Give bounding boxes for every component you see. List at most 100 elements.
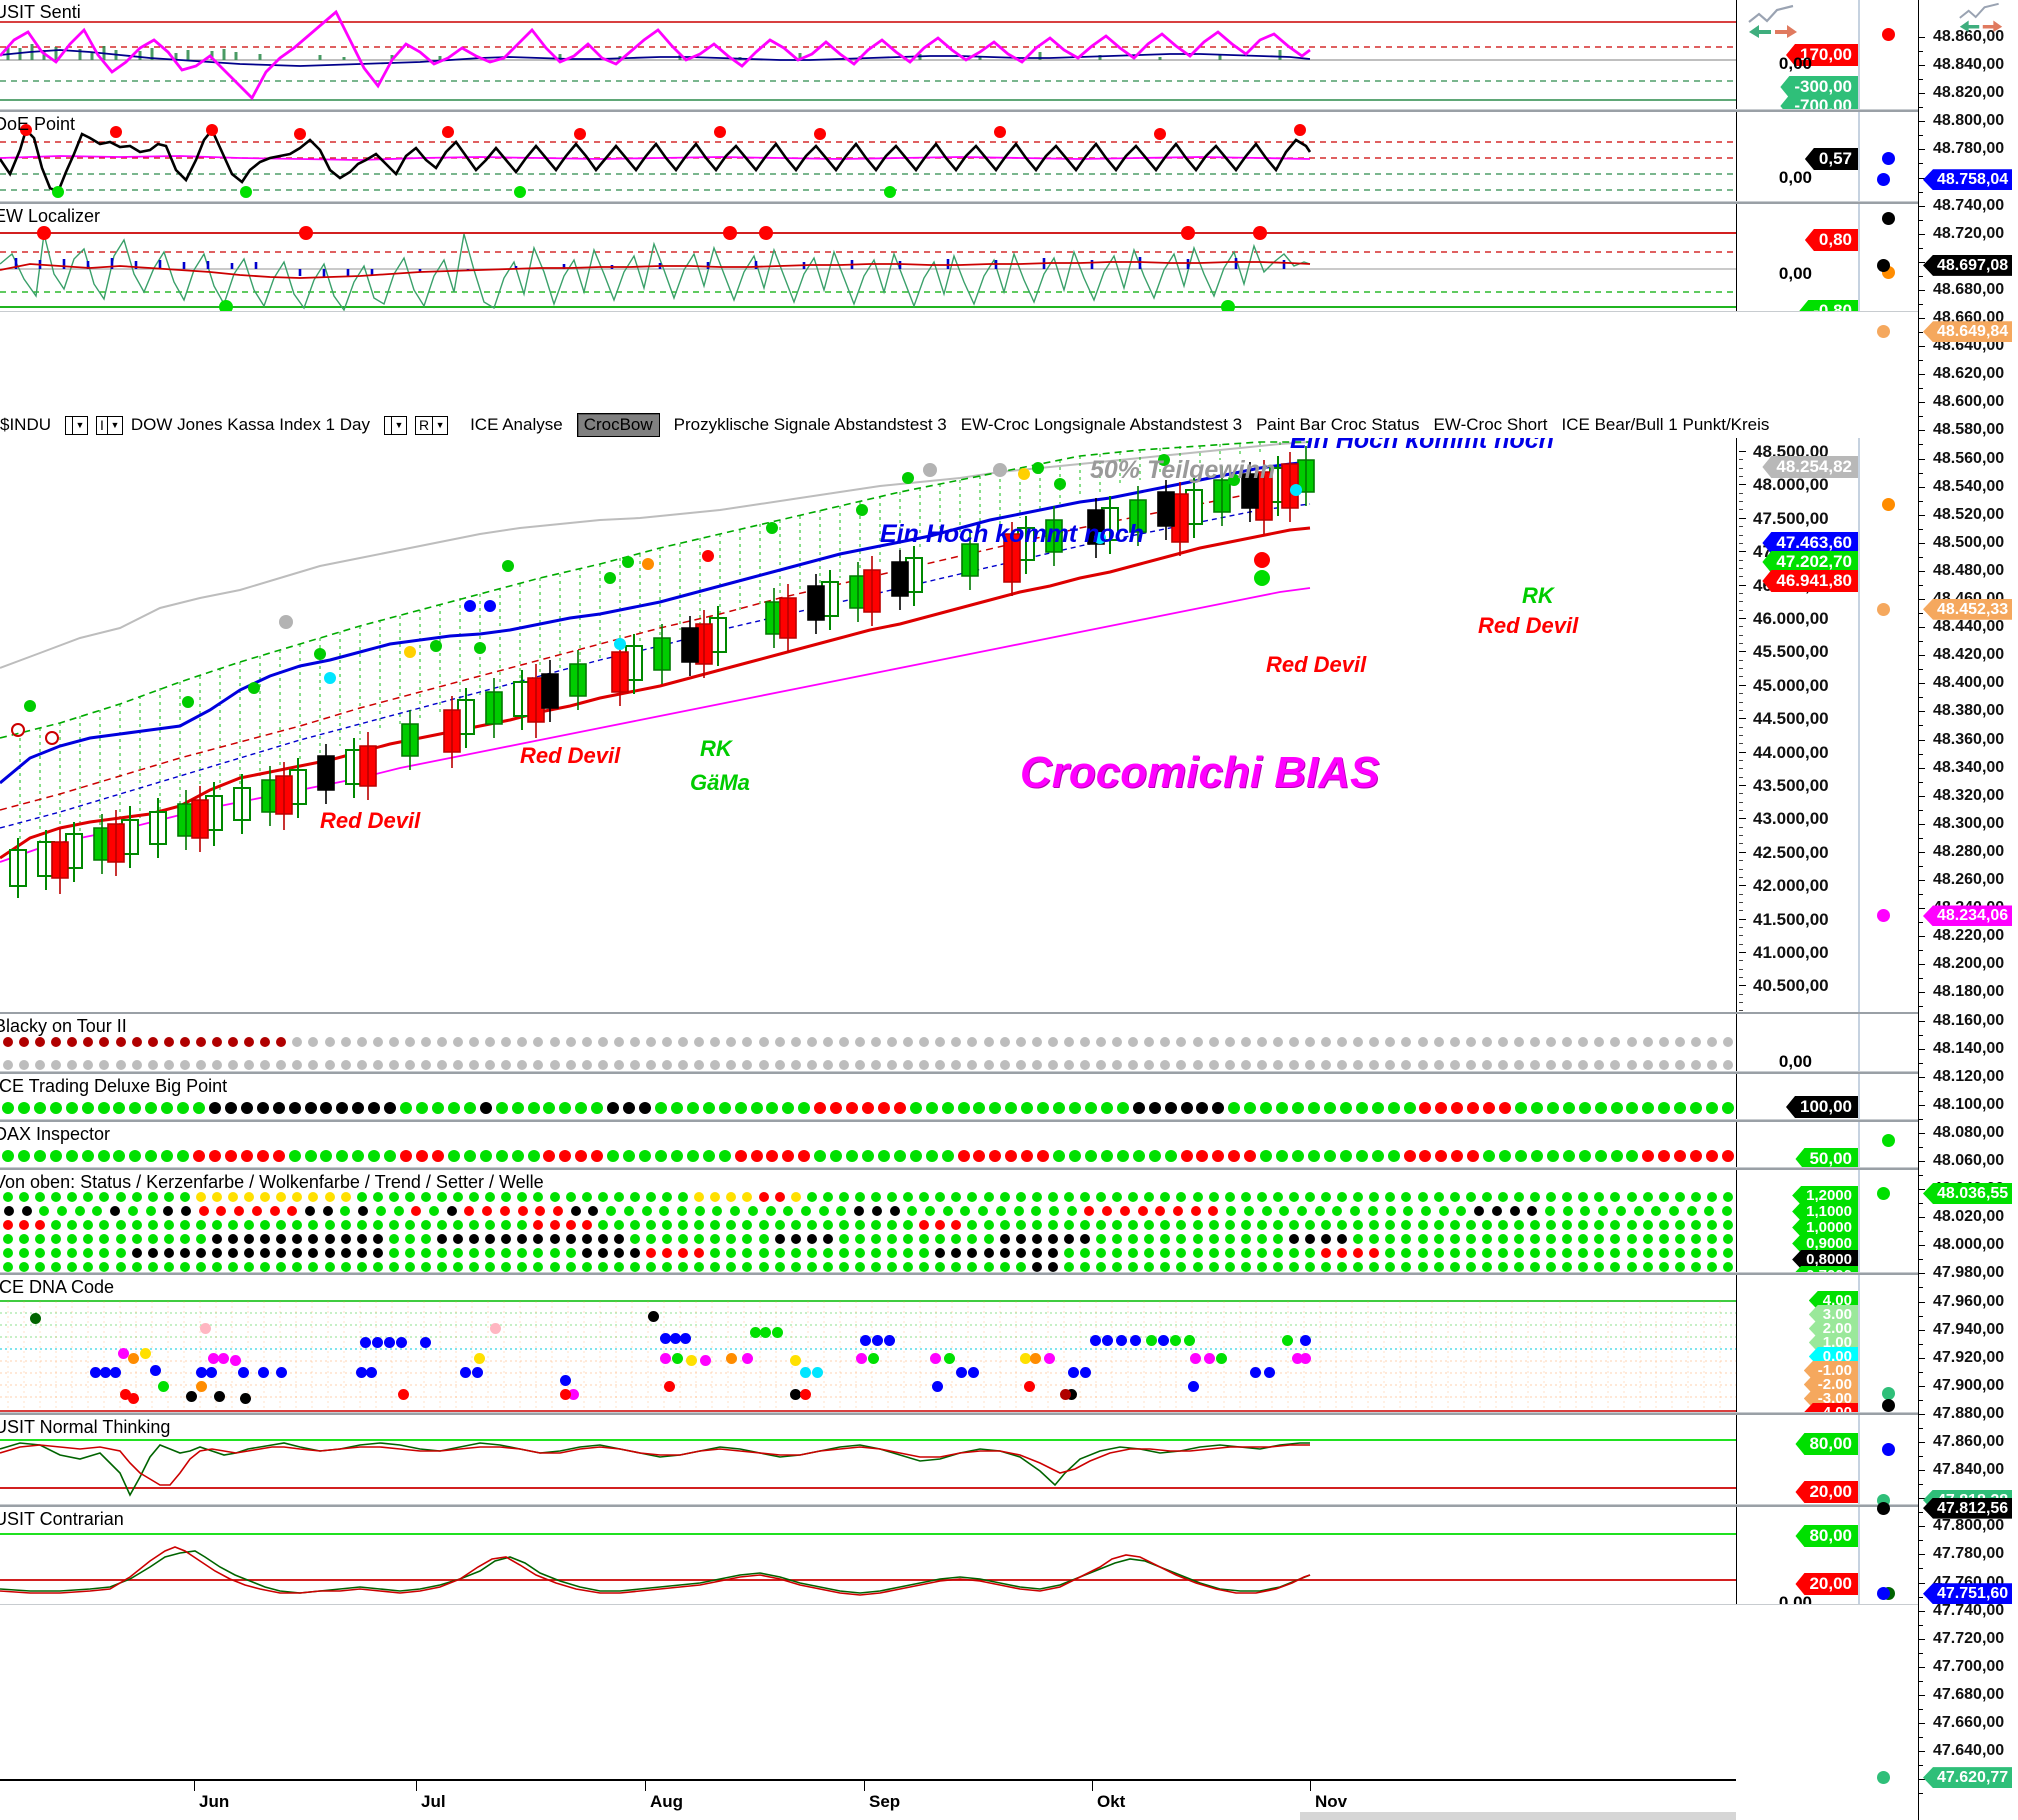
dna-dot [1170,1335,1181,1346]
status-dot [1063,1234,1074,1244]
dna-dot [90,1367,101,1378]
panel-title: USIT Contrarian [0,1509,124,1529]
status-dot [479,1102,492,1114]
ladder-tick [1919,121,1925,123]
panel-plot-area[interactable]: USIT Contrarian [0,1507,1736,1604]
study-crocbow[interactable]: CrocBow [576,413,660,437]
status-dot [838,1192,849,1202]
status-dot [838,1220,849,1230]
status-dot [1256,1220,1267,1230]
status-dot [1658,1220,1669,1230]
panel-plot-area[interactable]: ICE Trading Deluxe Big Point [0,1074,1736,1119]
status-dot [485,1234,496,1244]
status-dot [1706,1220,1717,1230]
dna-dot [398,1389,409,1400]
study-ice-bear-bull[interactable]: ICE Bear/Bull 1 Punkt/Kreis [1561,415,1770,434]
status-dot [1160,1234,1171,1244]
status-dot [1690,1192,1701,1202]
study-paint-bar-croc-status[interactable]: Paint Bar Croc Status [1256,415,1420,434]
ladder-minor-tick [1919,1371,1923,1373]
main-price-axis[interactable]: 48.500,0048.000,0047.500,0047.000,0046.5… [1736,438,1858,1012]
panel-usit-contrarian[interactable]: USIT Contrarian 80,00 20,00 0,00 [0,1505,2018,1605]
status-dot [999,1220,1010,1230]
panel-doe-point[interactable]: DoE Point [0,110,2018,202]
study-ew-croc-longsignale[interactable]: EW-Croc Longsignale Abstandstest 3 [960,415,1243,434]
chart-toolbar[interactable]: $INDU ▼ I ▼ DOW Jones Kassa Index 1 Day … [0,412,1769,438]
dna-dot [118,1348,129,1359]
panel-plot-area[interactable]: Blacky on Tour II [0,1014,1736,1071]
panel-plot-area[interactable]: DAX Inspector [0,1122,1736,1167]
ladder-marker-dot [1877,258,1890,272]
status-dot [1128,1220,1139,1230]
dna-dot [128,1393,139,1404]
panel-plot-area[interactable]: ICE DNA Code [0,1275,1736,1412]
main-chart-plot-area[interactable]: Ein Hoch kommt noch 50% Teilgewinn Ein H… [0,438,1736,1012]
study-prozyklische-signale[interactable]: Prozyklische Signale Abstandstest 3 [673,415,947,434]
status-dot [995,1206,1006,1216]
panel-von-oben[interactable]: Von oben: Status / Kerzenfarbe / Wolkenf… [0,1168,2018,1273]
status-dot [1031,1206,1042,1216]
study-ew-croc-short[interactable]: EW-Croc Short [1433,415,1548,434]
status-dot [1674,1234,1685,1244]
status-dot [798,1102,811,1114]
panel-plot-area[interactable]: USIT Senti [0,0,1736,109]
panel-usit-senti[interactable]: USIT Senti 170,00 0,00 -300,00 -700,00 [0,0,2018,110]
panel-plot-area[interactable]: DoE Point [0,112,1736,201]
dna-dot [856,1353,867,1364]
interval-dropdown[interactable]: I ▼ [96,415,123,435]
timeframe-dropdown[interactable]: ▼ [383,415,407,435]
dna-dot [1300,1335,1311,1346]
status-dot [806,1220,817,1230]
study-ice-analyse[interactable]: ICE Analyse [470,415,563,434]
axis-minor-tick [1739,943,1743,945]
status-dot [678,1037,689,1047]
status-dot [549,1234,560,1244]
panel-plot-area[interactable]: EW Localizer [0,204,1736,311]
status-dot [1240,1248,1251,1258]
status-dot [1594,1234,1605,1244]
status-dot [1021,1102,1034,1114]
r-dropdown[interactable]: R ▼ [414,415,449,435]
dna-dot [1292,1353,1303,1364]
status-dot [1337,1262,1348,1272]
status-dot [919,1037,930,1047]
horizontal-scrollbar[interactable] [1300,1812,1736,1820]
value-plain: 0,00 [1778,54,1812,73]
status-dot [1180,1102,1193,1114]
price-ladder[interactable]: 48.860,00 48.840,00 48.820,00 48.800,00 48.7… [1877,0,2018,1820]
status-dot [903,1037,914,1047]
ladder-marker-dot [1877,1186,1890,1200]
status-dot [1465,1037,1476,1047]
panel-plot-area[interactable]: USIT Normal Thinking [0,1415,1736,1504]
status-dot [662,1037,673,1047]
status-dot [501,1192,512,1202]
panel-main-chart[interactable]: Ein Hoch kommt noch 50% Teilgewinn Ein H… [0,438,2018,1012]
status-dot [1594,1150,1607,1162]
panel-blacky-on-tour[interactable]: Blacky on Tour II 0,00 [0,1012,2018,1072]
status-dot [1369,1262,1380,1272]
dna-dot [868,1353,879,1364]
status-dot [1722,1206,1733,1216]
ladder-minor-tick [1919,641,1923,643]
status-dot [1226,1206,1237,1216]
panel-ew-localizer[interactable]: EW Localizer [0,202,2018,312]
ladder-tick [1919,1638,1925,1640]
status-dot [420,1060,431,1070]
symbol-dropdown[interactable]: ▼ [65,415,89,435]
panel-ice-trading-deluxe[interactable]: ICE Trading Deluxe Big Point 100,00 [0,1072,2018,1120]
panel-dax-inspector[interactable]: DAX Inspector 50,00 [0,1120,2018,1168]
time-label: Jul [421,1792,446,1811]
status-dot [1015,1060,1026,1070]
status-dot [1690,1220,1701,1230]
status-dot [212,1192,222,1202]
status-dot [1355,1102,1368,1114]
panel-plot-area[interactable]: Von oben: Status / Kerzenfarbe / Wolkenf… [0,1170,1736,1272]
status-dot [1642,1102,1655,1114]
panel-ice-dna-code[interactable]: ICE DNA Code 4,00 3,00 2,00 1 [0,1273,2018,1413]
status-dot [463,1102,476,1114]
ladder-tick [1919,233,1925,235]
status-dot [1642,1060,1653,1070]
ladder-tick [1919,1694,1925,1696]
status-dot [726,1220,737,1230]
panel-usit-normal-thinking[interactable]: USIT Normal Thinking 80,00 20,00 [0,1413,2018,1505]
